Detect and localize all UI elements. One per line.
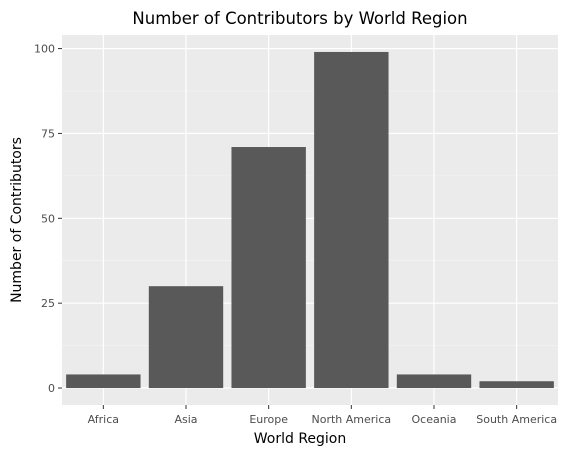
bars bbox=[66, 51, 554, 389]
x-tick-label: South America bbox=[476, 413, 557, 426]
x-tick-label: Asia bbox=[174, 413, 197, 426]
x-tick-label: Africa bbox=[88, 413, 119, 426]
y-tick-label: 75 bbox=[41, 127, 55, 140]
y-tick-label: 25 bbox=[41, 297, 55, 310]
x-axis-ticks: Africa Asia Europe North America Oceania Sout… bbox=[88, 405, 557, 426]
y-tick-label: 0 bbox=[48, 382, 55, 395]
y-tick-label: 50 bbox=[41, 212, 55, 225]
x-tick-label: North America bbox=[312, 413, 392, 426]
y-axis-ticks: 0 25 50 75 100 bbox=[34, 43, 62, 395]
x-axis-title: World Region bbox=[254, 431, 347, 447]
chart-title: Number of Contributors by World Region bbox=[132, 9, 467, 28]
bar-oceania bbox=[396, 374, 472, 389]
bar-europe bbox=[231, 147, 306, 389]
y-tick-label: 100 bbox=[34, 43, 55, 56]
x-tick-label: Europe bbox=[249, 413, 288, 426]
bar-north-america bbox=[314, 51, 389, 389]
bar-africa bbox=[66, 374, 141, 389]
plot-panel bbox=[62, 35, 558, 405]
bar-asia bbox=[148, 286, 224, 389]
x-tick-label: Oceania bbox=[412, 413, 457, 426]
bar-south-america bbox=[479, 381, 554, 389]
y-axis-title: Number of Contributors bbox=[9, 137, 25, 303]
